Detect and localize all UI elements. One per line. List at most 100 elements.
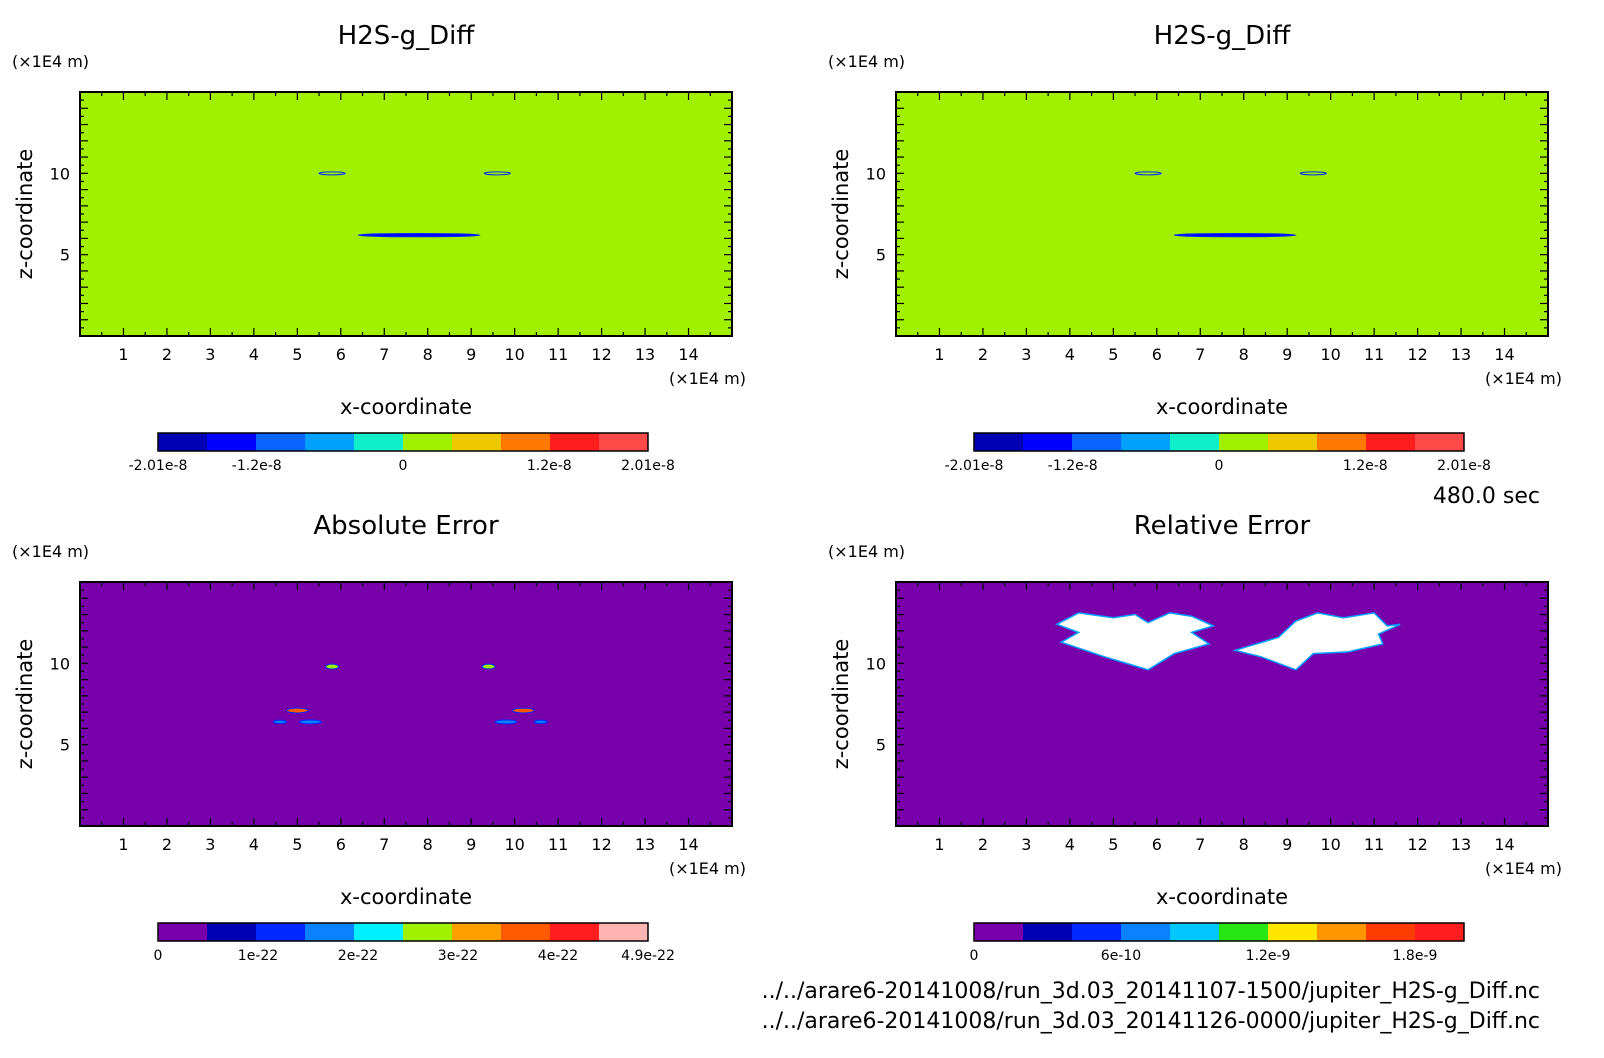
y-tick-label: 10	[50, 654, 70, 673]
x-tick-label: 14	[1494, 835, 1514, 854]
colorbar-segment-7	[1268, 433, 1318, 451]
contour-band-1	[80, 105, 732, 110]
colorbar-tick-label: 0	[154, 948, 163, 964]
contour-band-8	[80, 264, 732, 269]
colorbar-tick-label: 4.9e-22	[621, 948, 675, 964]
colorbar-segment-4	[1121, 923, 1171, 941]
x-tick-label: 12	[1407, 345, 1427, 364]
file-path-2: ../../arare6-20141008/run_3d.03_20141126…	[762, 1009, 1540, 1034]
x-tick-label: 10	[1320, 835, 1340, 854]
x-tick-label: 9	[1282, 835, 1292, 854]
colorbar-tick-label: -1.2e-8	[232, 458, 282, 474]
contour-feature-2	[318, 171, 346, 176]
x-tick-label: 12	[591, 835, 611, 854]
x-tick-label: 7	[1195, 835, 1205, 854]
colorbar-segment-9	[1366, 923, 1416, 941]
x-tick-label: 4	[249, 345, 259, 364]
x-tick-label: 10	[504, 345, 524, 364]
colorbar-segment-5	[354, 433, 404, 451]
colorbar-segment-5	[1170, 433, 1220, 451]
colorbar-segment-1	[974, 433, 1024, 451]
x-tick-label: 6	[1152, 345, 1162, 364]
colorbar-segment-9	[550, 433, 600, 451]
colorbar-segment-2	[1023, 923, 1073, 941]
colorbar-tick-label: 1.2e-8	[527, 458, 572, 474]
contour-feature-1	[1173, 233, 1297, 238]
colorbar-segment-1	[158, 923, 208, 941]
colorbar-frame	[973, 922, 1465, 942]
y-unit-label: (×1E4 m)	[12, 542, 89, 561]
x-tick-label: 8	[423, 345, 433, 364]
x-tick-label: 7	[379, 835, 389, 854]
x-unit-label: (×1E4 m)	[669, 859, 746, 878]
x-tick-label: 9	[466, 345, 476, 364]
x-tick-label: 1	[934, 835, 944, 854]
contour-band-8	[896, 264, 1548, 269]
x-tick-label: 4	[249, 835, 259, 854]
y-unit-label: (×1E4 m)	[828, 542, 905, 561]
x-tick-label: 3	[1021, 835, 1031, 854]
colorbar-segment-3	[1072, 433, 1122, 451]
contour-band-7	[896, 254, 1548, 259]
chart-panel-1: H2S-g_Diff(×1E4 m)1 2 3 4 5 6 7 8 9 10 11 12 13 14510…	[12, 21, 746, 474]
y-tick-label: 5	[60, 736, 70, 755]
colorbar-segment-8	[501, 923, 551, 941]
chart-title: H2S-g_Diff	[338, 21, 476, 51]
y-tick-label: 5	[876, 246, 886, 265]
contour-band-7	[80, 254, 732, 259]
contour-band-3	[80, 122, 732, 127]
field-background	[80, 582, 732, 826]
x-tick-label: 10	[504, 835, 524, 854]
colorbar-segment-8	[1317, 923, 1367, 941]
y-unit-label: (×1E4 m)	[12, 52, 89, 71]
y-axis-label: z-coordinate	[13, 149, 37, 280]
x-tick-label: 13	[1451, 345, 1471, 364]
y-tick-label: 5	[60, 246, 70, 265]
colorbar-segment-8	[501, 433, 551, 451]
contour-feature-6	[494, 719, 518, 725]
colorbar-tick-label: 1.2e-8	[1343, 458, 1388, 474]
x-tick-label: 6	[336, 345, 346, 364]
x-tick-label: 5	[1108, 835, 1118, 854]
colorbar-tick-label: -2.01e-8	[129, 458, 188, 474]
x-tick-label: 4	[1065, 345, 1075, 364]
undefined-region-1	[1054, 612, 1216, 671]
contour-band-6	[896, 244, 1548, 249]
colorbar-frame	[157, 432, 649, 452]
contour-band-2	[80, 113, 732, 119]
colorbar-segment-10	[599, 433, 649, 451]
contour-band-6	[80, 244, 732, 249]
colorbar-segment-2	[207, 433, 257, 451]
contour-feature-1	[357, 233, 481, 238]
colorbar-segment-5	[354, 923, 404, 941]
y-axis-label: z-coordinate	[13, 639, 37, 770]
colorbar-segment-6	[1219, 433, 1269, 451]
colorbar-segment-10	[1415, 923, 1465, 941]
contour-feature-2	[481, 663, 496, 670]
colorbar-segment-4	[305, 433, 355, 451]
colorbar-tick-label: 1e-22	[238, 948, 278, 964]
chart-title: Relative Error	[1134, 511, 1311, 541]
colorbar-tick-label: 2e-22	[338, 948, 378, 964]
x-tick-label: 14	[1494, 345, 1514, 364]
contour-feature-5	[299, 719, 322, 725]
colorbar-segment-2	[1023, 433, 1073, 451]
x-axis-label: x-coordinate	[1156, 395, 1288, 419]
colorbar-segment-1	[974, 923, 1024, 941]
chart-panel-4: Relative Error(×1E4 m)1 2 3 4 5 6 7 8 9 10 11 12 13 1…	[828, 511, 1562, 964]
colorbar-segment-4	[305, 923, 355, 941]
y-tick-label: 5	[876, 736, 886, 755]
colorbar-tick-label: 0	[970, 948, 979, 964]
y-unit-label: (×1E4 m)	[828, 52, 905, 71]
contour-feature-8	[533, 719, 548, 725]
x-tick-label: 13	[635, 345, 655, 364]
contour-feature-2	[1134, 171, 1162, 176]
x-axis-label: x-coordinate	[340, 885, 472, 909]
colorbar-tick-label: -1.2e-8	[1048, 458, 1098, 474]
colorbar-tick-label: 1.2e-9	[1246, 948, 1291, 964]
colorbar-tick-label: 2.01e-8	[621, 458, 675, 474]
x-tick-label: 1	[934, 345, 944, 364]
x-tick-label: 5	[1108, 345, 1118, 364]
x-tick-label: 1	[118, 835, 128, 854]
